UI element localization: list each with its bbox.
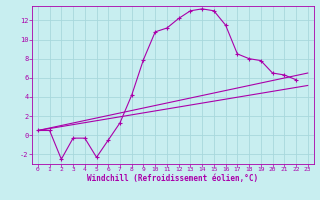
X-axis label: Windchill (Refroidissement éolien,°C): Windchill (Refroidissement éolien,°C) (87, 174, 258, 183)
